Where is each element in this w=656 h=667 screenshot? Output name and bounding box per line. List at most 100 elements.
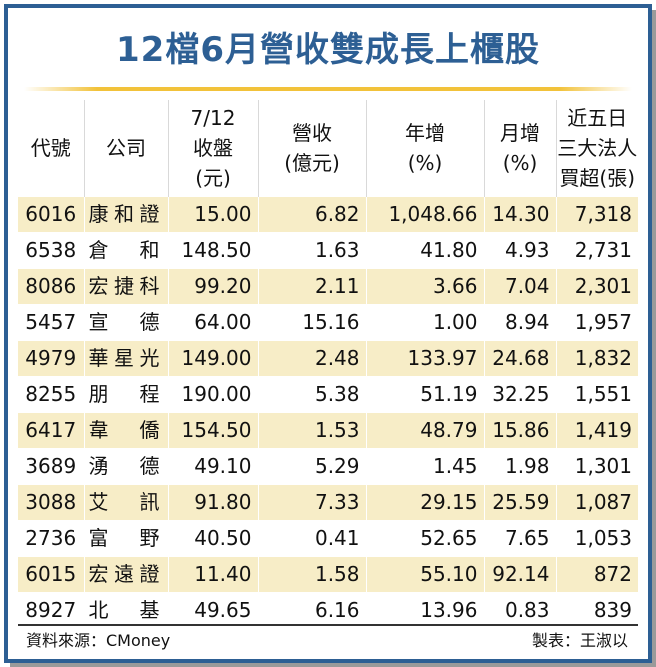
cell-close: 99.20: [167, 268, 258, 305]
cell-net-buy: 1,053: [555, 520, 638, 557]
cell-company: 朋程: [83, 376, 168, 413]
cell-yoy: 48.79: [365, 412, 484, 449]
cell-revenue: 6.82: [257, 196, 366, 233]
cell-mom: 14.30: [483, 196, 556, 233]
cell-code: 6016: [18, 196, 84, 233]
cell-yoy: 41.80: [365, 232, 484, 269]
cell-net-buy: 1,957: [555, 304, 638, 341]
cell-revenue: 15.16: [257, 304, 366, 341]
revenue-table: 代號 公司 7/12 收盤 (元) 營收 (億元) 年增 (%) 月增 (%) 近五日 三大…: [18, 100, 638, 628]
cell-net-buy: 7,318: [555, 196, 638, 233]
cell-close: 148.50: [167, 232, 258, 269]
cell-company: 宏遠證: [83, 556, 168, 593]
cell-mom: 32.25: [483, 376, 556, 413]
table-row: 8927 北基 49.65 6.16 13.96 0.83 839: [18, 592, 638, 628]
table-row: 6015 宏遠證 11.40 1.58 55.10 92.14 872: [18, 556, 638, 593]
cell-mom: 0.83: [483, 592, 556, 628]
cell-revenue: 7.33: [257, 484, 366, 521]
cell-net-buy: 1,087: [555, 484, 638, 521]
source-note: 資料來源：CMoney: [26, 631, 171, 650]
cell-mom: 25.59: [483, 484, 556, 521]
cell-revenue: 1.53: [257, 412, 366, 449]
cell-revenue: 5.38: [257, 376, 366, 413]
maker-note: 製表：王淑以: [531, 631, 628, 650]
cell-mom: 15.86: [483, 412, 556, 449]
table-row: 8086 宏捷科 99.20 2.11 3.66 7.04 2,301: [18, 268, 638, 305]
cell-close: 190.00: [167, 376, 258, 413]
cell-mom: 7.65: [483, 520, 556, 557]
cell-code: 8086: [18, 268, 84, 305]
cell-net-buy: 1,301: [555, 448, 638, 485]
cell-mom: 24.68: [483, 340, 556, 377]
cell-close: 40.50: [167, 520, 258, 557]
cell-company: 北基: [83, 592, 168, 628]
cell-close: 11.40: [167, 556, 258, 593]
cell-revenue: 5.29: [257, 448, 366, 485]
cell-revenue: 1.63: [257, 232, 366, 269]
cell-yoy: 55.10: [365, 556, 484, 593]
cell-code: 6015: [18, 556, 84, 593]
header-yoy: 年增 (%): [365, 100, 484, 197]
cell-revenue: 2.48: [257, 340, 366, 377]
cell-company: 康和證: [83, 196, 168, 233]
cell-mom: 4.93: [483, 232, 556, 269]
cell-company: 艾訊: [83, 484, 168, 521]
header-close: 7/12 收盤 (元): [167, 100, 258, 197]
cell-company: 華星光: [83, 340, 168, 377]
table-row: 2736 富野 40.50 0.41 52.65 7.65 1,053: [18, 520, 638, 557]
cell-close: 149.00: [167, 340, 258, 377]
table-row: 5457 宣德 64.00 15.16 1.00 8.94 1,957: [18, 304, 638, 341]
cell-code: 4979: [18, 340, 84, 377]
cell-close: 91.80: [167, 484, 258, 521]
table-header-row: 代號 公司 7/12 收盤 (元) 營收 (億元) 年增 (%) 月增 (%) 近五日 三大…: [18, 100, 638, 197]
table-row: 6016 康和證 15.00 6.82 1,048.66 14.30 7,318: [18, 196, 638, 233]
cell-net-buy: 1,551: [555, 376, 638, 413]
cell-net-buy: 839: [555, 592, 638, 628]
table-row: 6417 韋僑 154.50 1.53 48.79 15.86 1,419: [18, 412, 638, 449]
cell-close: 49.10: [167, 448, 258, 485]
cell-close: 15.00: [167, 196, 258, 233]
cell-company: 富野: [83, 520, 168, 557]
header-mom: 月增 (%): [483, 100, 556, 197]
cell-mom: 1.98: [483, 448, 556, 485]
header-code: 代號: [30, 136, 71, 160]
table-row: 8255 朋程 190.00 5.38 51.19 32.25 1,551: [18, 376, 638, 413]
cell-revenue: 0.41: [257, 520, 366, 557]
table-row: 3689 湧德 49.10 5.29 1.45 1.98 1,301: [18, 448, 638, 485]
table-row: 4979 華星光 149.00 2.48 133.97 24.68 1,832: [18, 340, 638, 377]
cell-mom: 92.14: [483, 556, 556, 593]
cell-yoy: 3.66: [365, 268, 484, 305]
header-company: 公司: [83, 100, 168, 197]
table-body: 6016 康和證 15.00 6.82 1,048.66 14.30 7,318 6538 倉和…: [18, 196, 638, 628]
cell-mom: 8.94: [483, 304, 556, 341]
table-row: 6538 倉和 148.50 1.63 41.80 4.93 2,731: [18, 232, 638, 269]
cell-code: 3689: [18, 448, 84, 485]
header-net-buy: 近五日 三大法人 買超(張): [555, 100, 638, 197]
cell-company: 宏捷科: [83, 268, 168, 305]
cell-yoy: 133.97: [365, 340, 484, 377]
cell-yoy: 1.00: [365, 304, 484, 341]
cell-close: 64.00: [167, 304, 258, 341]
cell-revenue: 1.58: [257, 556, 366, 593]
cell-mom: 7.04: [483, 268, 556, 305]
cell-code: 3088: [18, 484, 84, 521]
cell-company: 倉和: [83, 232, 168, 269]
cell-code: 8255: [18, 376, 84, 413]
cell-code: 8927: [18, 592, 84, 628]
table-card: 12檔6月營收雙成長上櫃股 代號 公司 7/12 收盤 (元) 營收 (億元) 年增(…: [4, 4, 652, 663]
cell-yoy: 1.45: [365, 448, 484, 485]
cell-revenue: 6.16: [257, 592, 366, 628]
table-row: 3088 艾訊 91.80 7.33 29.15 25.59 1,087: [18, 484, 638, 521]
cell-yoy: 29.15: [365, 484, 484, 521]
cell-net-buy: 2,731: [555, 232, 638, 269]
cell-company: 湧德: [83, 448, 168, 485]
cell-yoy: 1,048.66: [365, 196, 484, 233]
header-revenue: 營收 (億元): [257, 100, 366, 197]
table-footer: 資料來源：CMoney 製表：王淑以: [18, 624, 638, 656]
cell-code: 6417: [18, 412, 84, 449]
cell-company: 韋僑: [83, 412, 168, 449]
cell-net-buy: 1,419: [555, 412, 638, 449]
cell-code: 5457: [18, 304, 84, 341]
cell-yoy: 13.96: [365, 592, 484, 628]
cell-code: 2736: [18, 520, 84, 557]
